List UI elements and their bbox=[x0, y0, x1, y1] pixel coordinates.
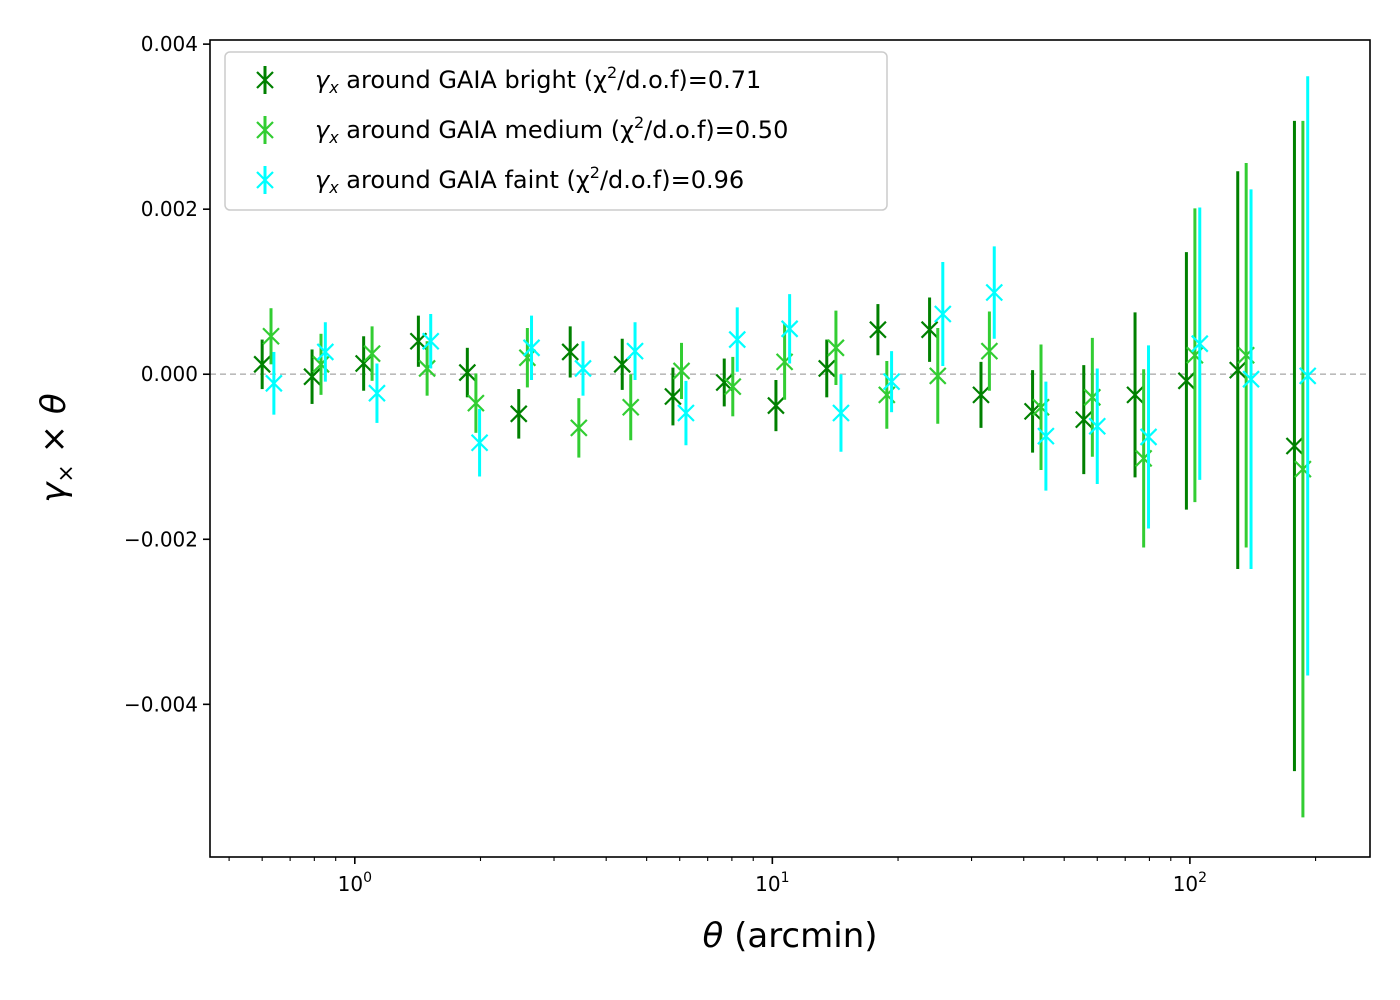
point-faint-10 bbox=[780, 320, 799, 338]
point-medium-3 bbox=[418, 359, 436, 378]
legend-marker-faint bbox=[256, 171, 274, 189]
point-faint-13 bbox=[934, 305, 952, 323]
point-bright-11 bbox=[817, 359, 836, 378]
point-faint-1 bbox=[316, 343, 335, 361]
point-faint-3 bbox=[421, 332, 440, 350]
point-bright-13 bbox=[920, 320, 939, 339]
point-medium-9 bbox=[724, 377, 742, 396]
point-bright-18 bbox=[1177, 372, 1196, 390]
point-medium-2 bbox=[363, 344, 381, 363]
legend-marker-medium bbox=[256, 121, 274, 139]
point-medium-11 bbox=[827, 339, 845, 357]
point-faint-2 bbox=[368, 384, 386, 402]
point-faint-0 bbox=[265, 374, 283, 393]
point-faint-14 bbox=[985, 283, 1004, 302]
point-medium-4 bbox=[467, 394, 485, 412]
x-tick-label-2: 102 bbox=[1173, 870, 1207, 896]
point-bright-8 bbox=[664, 387, 682, 406]
legend-marker-bright bbox=[256, 71, 274, 89]
point-bright-16 bbox=[1074, 410, 1093, 429]
point-bright-0 bbox=[253, 355, 271, 374]
axes: 0.004 0.002 0.000 −0.002 −0.004 100 101 102 bbox=[124, 32, 1371, 896]
point-bright-17 bbox=[1126, 386, 1144, 404]
point-medium-13 bbox=[928, 367, 947, 385]
point-bright-12 bbox=[869, 320, 887, 339]
y-tick-label-4: −0.004 bbox=[124, 692, 198, 716]
legend-box bbox=[224, 51, 888, 211]
y-tick-label-0: 0.004 bbox=[141, 32, 198, 56]
point-faint-18 bbox=[1190, 334, 1209, 353]
legend-label-bright: γx around GAIA bright (χ2/d.o.f)=0.71 bbox=[315, 63, 761, 97]
point-medium-0 bbox=[262, 327, 280, 346]
point-faint-9 bbox=[728, 330, 747, 349]
point-faint-15 bbox=[1037, 427, 1055, 445]
plot-area bbox=[210, 76, 1370, 818]
point-faint-19 bbox=[1242, 370, 1260, 388]
point-bright-6 bbox=[561, 343, 579, 361]
x-tick-label-1: 101 bbox=[755, 870, 789, 896]
point-faint-5 bbox=[522, 339, 541, 357]
point-medium-8 bbox=[672, 362, 691, 380]
legend: γx around GAIA bright (χ2/d.o.f)=0.71 γx … bbox=[224, 51, 888, 211]
point-medium-6 bbox=[570, 419, 588, 437]
y-tick-label-3: −0.002 bbox=[124, 527, 198, 551]
point-bright-5 bbox=[509, 405, 528, 423]
legend-label-faint: γx around GAIA faint (χ2/d.o.f)=0.96 bbox=[315, 163, 744, 197]
point-faint-12 bbox=[882, 372, 901, 391]
point-faint-8 bbox=[677, 404, 695, 422]
x-axis-label: θ (arcmin) bbox=[702, 916, 877, 956]
point-faint-11 bbox=[832, 404, 850, 422]
x-tick-label-0: 100 bbox=[338, 870, 372, 896]
point-faint-4 bbox=[470, 433, 489, 452]
point-bright-19 bbox=[1228, 361, 1247, 379]
legend-label-medium: γx around GAIA medium (χ2/d.o.f)=0.50 bbox=[315, 113, 788, 147]
y-tick-label-2: 0.000 bbox=[141, 362, 198, 386]
point-bright-14 bbox=[972, 386, 990, 404]
series-faint bbox=[265, 76, 1317, 676]
legend-entry-medium: γx around GAIA medium (χ2/d.o.f)=0.50 bbox=[256, 113, 788, 147]
point-bright-4 bbox=[458, 363, 477, 382]
point-medium-7 bbox=[621, 398, 640, 417]
point-bright-10 bbox=[767, 396, 785, 415]
legend-entry-faint: γx around GAIA faint (χ2/d.o.f)=0.96 bbox=[256, 163, 744, 197]
point-faint-6 bbox=[574, 359, 592, 378]
y-tick-label-1: 0.002 bbox=[141, 197, 198, 221]
point-faint-17 bbox=[1139, 428, 1158, 446]
point-bright-20 bbox=[1285, 437, 1304, 455]
point-medium-14 bbox=[980, 342, 999, 360]
point-bright-1 bbox=[303, 367, 321, 386]
axes-frame bbox=[209, 39, 1371, 858]
point-faint-7 bbox=[626, 342, 644, 360]
y-axis-label: γ× × θ bbox=[34, 393, 79, 503]
point-bright-15 bbox=[1023, 402, 1042, 421]
point-faint-16 bbox=[1088, 417, 1107, 435]
point-bright-9 bbox=[715, 373, 734, 392]
legend-entry-bright: γx around GAIA bright (χ2/d.o.f)=0.71 bbox=[256, 63, 761, 97]
point-faint-20 bbox=[1298, 367, 1317, 385]
point-bright-3 bbox=[409, 332, 428, 350]
